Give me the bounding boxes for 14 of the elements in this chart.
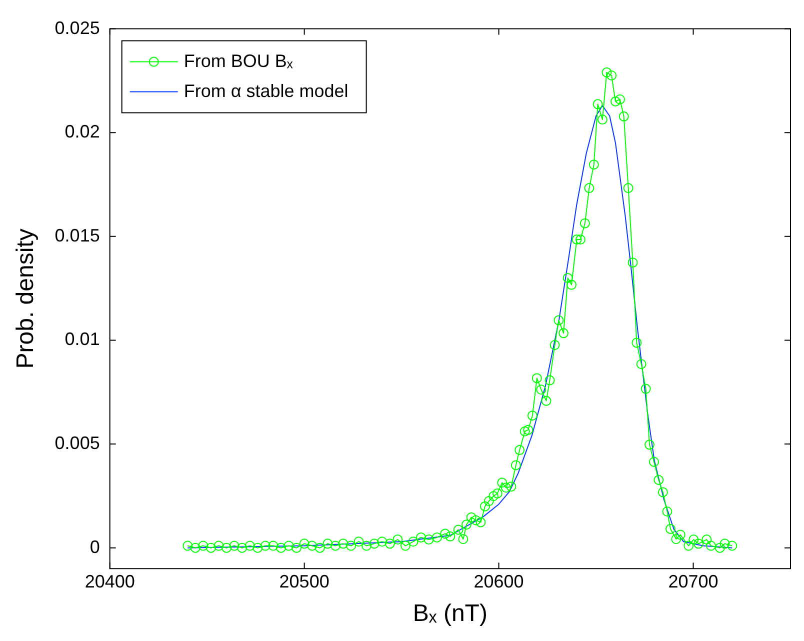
x-tick-label: 20600 xyxy=(474,571,524,592)
y-tick-label: 0.025 xyxy=(54,18,100,38)
y-tick-label: 0.01 xyxy=(64,329,100,350)
y-tick-label: 0.015 xyxy=(54,225,100,246)
x-tick-label: 20500 xyxy=(279,571,330,592)
y-tick-label: 0 xyxy=(90,536,100,557)
y-tick-label: 0.02 xyxy=(64,122,100,142)
y-axis-title: Prob. density xyxy=(12,228,40,369)
x-tick-label: 20700 xyxy=(668,571,718,592)
x-tick-label: 20400 xyxy=(84,571,135,592)
y-tick-label: 0.005 xyxy=(54,433,100,453)
x-axis-title: Bₓ (nT) xyxy=(412,600,488,628)
legend-label: From α stable model xyxy=(184,80,348,101)
legend-label: From BOU Bₓ xyxy=(184,50,293,71)
